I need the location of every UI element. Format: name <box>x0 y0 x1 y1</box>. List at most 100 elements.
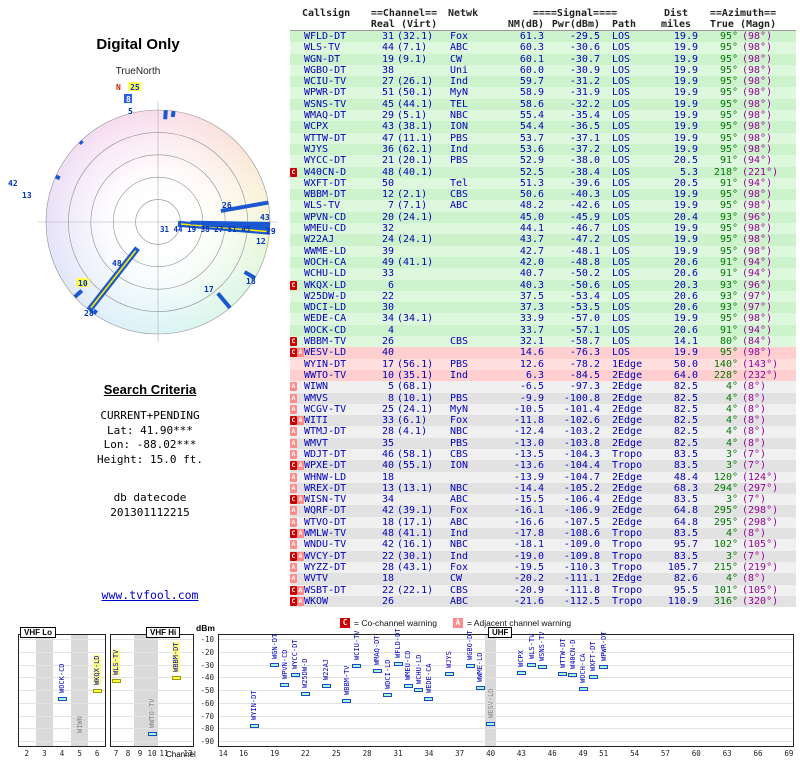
chart-panel-2 <box>218 634 794 747</box>
table-row[interactable]: A WREX-DT 13 (13.1) NBC -14.4 -105.2 2Edge 68.3 2… <box>290 482 796 495</box>
channel-tick-label: 8 <box>125 749 131 758</box>
table-row[interactable]: C WBBM-TV 26 CBS 32.1 -58.7 LOS 14.1 80° (84°) <box>290 336 796 348</box>
network-cell: Ind <box>450 143 469 155</box>
table-row[interactable]: A WQRF-DT 42 (39.1) Fox -16.1 -106.9 2Edge 64.8 2… <box>290 505 796 517</box>
magnetic-azimuth-cell: (98°) <box>742 245 773 257</box>
nm-db-cell: 45.0 <box>519 211 544 223</box>
true-azimuth-cell: 95° <box>719 53 738 65</box>
table-row[interactable]: WEDE-CA 34 (34.1) 33.9 -57.0 LOS 19.9 95° (98°) <box>290 313 796 325</box>
virtual-channel-cell <box>394 291 440 302</box>
signal-marker <box>465 663 475 668</box>
distance-cell: 20.6 <box>673 302 698 314</box>
table-row[interactable]: WCHU-LD 33 40.7 -50.2 LOS 20.6 91° (94°) <box>290 268 796 280</box>
table-row[interactable]: WPWR-DT 51 (50.1) MyN 58.9 -31.9 LOS 19.9 95° (98… <box>290 87 796 99</box>
table-row[interactable]: WWME-LD 39 42.7 -48.1 LOS 19.9 95° (98°) <box>290 245 796 257</box>
tvfool-link[interactable]: www.tvfool.com <box>101 588 199 602</box>
virtual-channel-cell: (10.1) <box>397 392 434 404</box>
co-channel-flag: C <box>290 280 297 290</box>
table-row[interactable]: WGN-DT 19 (9.1) CW 60.1 -30.7 LOS 19.9 95° (98°) <box>290 53 796 65</box>
true-azimuth-cell: 4° <box>725 437 738 449</box>
table-row[interactable]: WOCK-CD 4 33.7 -57.1 LOS 20.6 91° (94°) <box>290 324 796 337</box>
path-cell: 2Edge <box>612 573 643 585</box>
table-row[interactable]: WMEU-CD 32 44.1 -46.7 LOS 19.9 95° (98°) <box>290 223 796 235</box>
table-row[interactable]: WYCC-DT 21 (20.1) PBS 52.9 -38.0 LOS 20.5 91° (94… <box>290 155 796 167</box>
table-row[interactable]: A WYZZ-DT 28 (43.1) Fox -19.5 -110.3 Tropo 105.7… <box>290 561 796 574</box>
virtual-channel-cell <box>394 223 440 234</box>
table-row[interactable]: W25DW-D 22 37.5 -53.4 LOS 20.6 93° (97°) <box>290 290 796 303</box>
table-row[interactable]: WFLD-DT 31 (32.1) Fox 61.3 -29.5 LOS 19.9 95° (98… <box>290 31 796 43</box>
dbm-tick-label: -10 <box>200 635 214 644</box>
table-row[interactable]: WXFT-DT 50 Tel 51.3 -39.6 LOS 20.5 91° (94°) <box>290 177 796 190</box>
table-row[interactable]: C A WISN-TV 34 ABC -15.5 -106.4 2Edge 83.5 3° (7°) <box>290 494 796 506</box>
table-row[interactable]: A WHNW-LD 18 -13.9 -104.7 2Edge 48.4 120° (124°) <box>290 471 796 483</box>
table-row[interactable]: WGBO-DT 38 Uni 60.0 -30.9 LOS 19.9 95° (98°) <box>290 64 796 77</box>
table-row[interactable]: WSNS-TV 45 (44.1) TEL 58.6 -32.2 LOS 19.9 95° (98… <box>290 98 796 111</box>
channel-tick-label: 14 <box>218 749 228 758</box>
callsign-cell: WYZZ-DT <box>304 561 347 573</box>
table-row[interactable]: WJYS 36 (62.1) Ind 53.6 -37.2 LOS 19.9 95° (98°) <box>290 143 796 156</box>
table-row[interactable]: A WCGV-TV 25 (24.1) MyN -10.5 -101.4 2Edge 82.5 4… <box>290 403 796 416</box>
table-row[interactable]: C A WMLW-TV 48 (41.1) Ind -17.8 -108.6 Tropo 83.5… <box>290 528 796 540</box>
table-row[interactable]: C WKQX-LD 6 40.3 -50.6 LOS 20.3 93° (96°) <box>290 279 796 291</box>
path-cell: 2Edge <box>612 471 643 483</box>
nm-db-cell: 32.1 <box>519 336 544 348</box>
path-cell: LOS <box>612 121 631 133</box>
flag-cell: A <box>290 449 304 460</box>
network-cell: Uni <box>450 64 469 76</box>
table-row[interactable]: A WIWN 5 (68.1) -6.5 -97.3 2Edge 82.5 4° (8°) <box>290 381 796 393</box>
table-row[interactable]: WCIU-TV 27 (26.1) Ind 59.7 -31.2 LOS 19.9 95° (98… <box>290 76 796 88</box>
table-row[interactable]: A WVTV 18 CW -20.2 -111.1 2Edge 82.6 4° (8°) <box>290 573 796 585</box>
table-row[interactable]: A WMVS 8 (10.1) PBS -9.9 -100.8 2Edge 82.5 4° (8°) <box>290 392 796 404</box>
callsign-cell: WREX-DT <box>304 482 347 494</box>
table-row[interactable]: W22AJ 24 (24.1) 43.7 -47.2 LOS 19.9 95° (98°) <box>290 234 796 246</box>
nm-db-cell: 43.7 <box>519 234 544 246</box>
path-cell: Tropo <box>612 448 643 460</box>
table-row[interactable]: C A WVCY-DT 22 (30.1) Ind -19.0 -109.8 Tropo 83.5… <box>290 550 796 562</box>
table-row[interactable]: C A WSBT-DT 22 (22.1) CBS -20.9 -111.8 Tropo 95.5… <box>290 584 796 596</box>
table-row[interactable]: A WDJT-DT 46 (58.1) CBS -13.5 -104.3 Tropo 83.5 3… <box>290 448 796 461</box>
co-channel-legend-text: = Co-channel warning <box>354 618 437 628</box>
table-row[interactable]: A WTVO-DT 18 (17.1) ABC -16.6 -107.5 2Edge 64.8 2… <box>290 516 796 529</box>
flag-cell: A <box>290 483 304 494</box>
table-row[interactable]: WLS-TV 7 (7.1) ABC 48.2 -42.6 LOS 19.9 95° (98°) <box>290 200 796 212</box>
table-row[interactable]: C A WITI 33 (6.1) Fox -11.8 -102.6 2Edge 82.5 4° (8… <box>290 415 796 427</box>
adjacent-channel-flag: A <box>297 529 304 539</box>
real-channel-cell: 8 <box>387 392 394 404</box>
weak-channel-band <box>134 635 146 746</box>
table-row[interactable]: WCPX 43 (38.1) ION 54.4 -36.5 LOS 19.9 95° (98°) <box>290 121 796 133</box>
table-row[interactable]: WLS-TV 44 (7.1) ABC 60.3 -30.6 LOS 19.9 95° (98°) <box>290 42 796 54</box>
table-row[interactable]: WYIN-DT 17 (56.1) PBS 12.6 -78.2 1Edge 50.0 140°… <box>290 358 796 370</box>
table-row[interactable]: WWTO-TV 10 (35.1) Ind 6.3 -84.5 2Edge 64.0 228° (… <box>290 369 796 382</box>
table-row[interactable]: WMAQ-DT 29 (5.1) NBC 55.4 -35.4 LOS 19.9 95° (98°… <box>290 110 796 122</box>
table-row[interactable]: WPVN-CD 20 (24.1) 45.0 -45.9 LOS 20.4 93° (96°) <box>290 211 796 224</box>
magnetic-azimuth-cell: (98°) <box>742 200 773 212</box>
real-channel-cell: 31 <box>381 31 394 42</box>
magnetic-azimuth-cell: (98°) <box>742 132 773 144</box>
search-height: Height: 15.0 ft. <box>97 452 203 466</box>
table-row[interactable]: A WMVT 35 PBS -13.0 -103.8 2Edge 82.5 4° (8°) <box>290 437 796 449</box>
virtual-channel-cell <box>394 573 440 584</box>
virtual-channel-cell <box>394 472 440 483</box>
grid-line <box>19 677 105 679</box>
nm-db-cell: -13.6 <box>513 460 544 472</box>
table-row[interactable]: A WNDU-TV 42 (16.1) NBC -18.1 -109.0 Tropo 95.7 1… <box>290 539 796 551</box>
station-label: WWTO-TV <box>148 698 156 728</box>
table-row[interactable]: C A WPXE-DT 40 (55.1) ION -13.6 -104.4 Tropo 83.5… <box>290 460 796 472</box>
table-row[interactable]: C W40CN-D 48 (40.1) 52.5 -38.4 LOS 5.3 218° (221°… <box>290 166 796 178</box>
radar-channel-label: 12 <box>256 237 266 246</box>
signal-marker <box>578 686 588 691</box>
table-row[interactable]: WBBM-DT 12 (2.1) CBS 50.6 -40.3 LOS 19.9 95° (98°… <box>290 189 796 201</box>
table-row[interactable]: WDCI-LD 30 37.3 -53.5 LOS 20.6 93° (97°) <box>290 302 796 314</box>
table-row[interactable]: WTTW-DT 47 (11.1) PBS 53.7 -37.1 LOS 19.9 95° (98… <box>290 132 796 144</box>
nm-db-cell: -11.8 <box>513 415 544 427</box>
table-row[interactable]: C A WESV-LD 40 14.6 -76.3 LOS 19.9 95° (98°) <box>290 347 796 359</box>
nm-db-cell: 52.9 <box>519 155 544 167</box>
power-dbm-cell: -35.4 <box>569 110 600 122</box>
table-row[interactable]: C A WKOW 26 ABC -21.6 -112.5 Tropo 110.9 316° (320… <box>290 595 796 608</box>
table-row[interactable]: A WTMJ-DT 28 (4.1) NBC -12.4 -103.2 2Edge 82.5 4°… <box>290 426 796 438</box>
true-azimuth-cell: 4° <box>725 415 738 427</box>
table-row[interactable]: WOCH-CA 49 (41.1) 42.0 -48.8 LOS 20.6 91° (94°) <box>290 256 796 269</box>
path-cell: LOS <box>612 42 631 54</box>
